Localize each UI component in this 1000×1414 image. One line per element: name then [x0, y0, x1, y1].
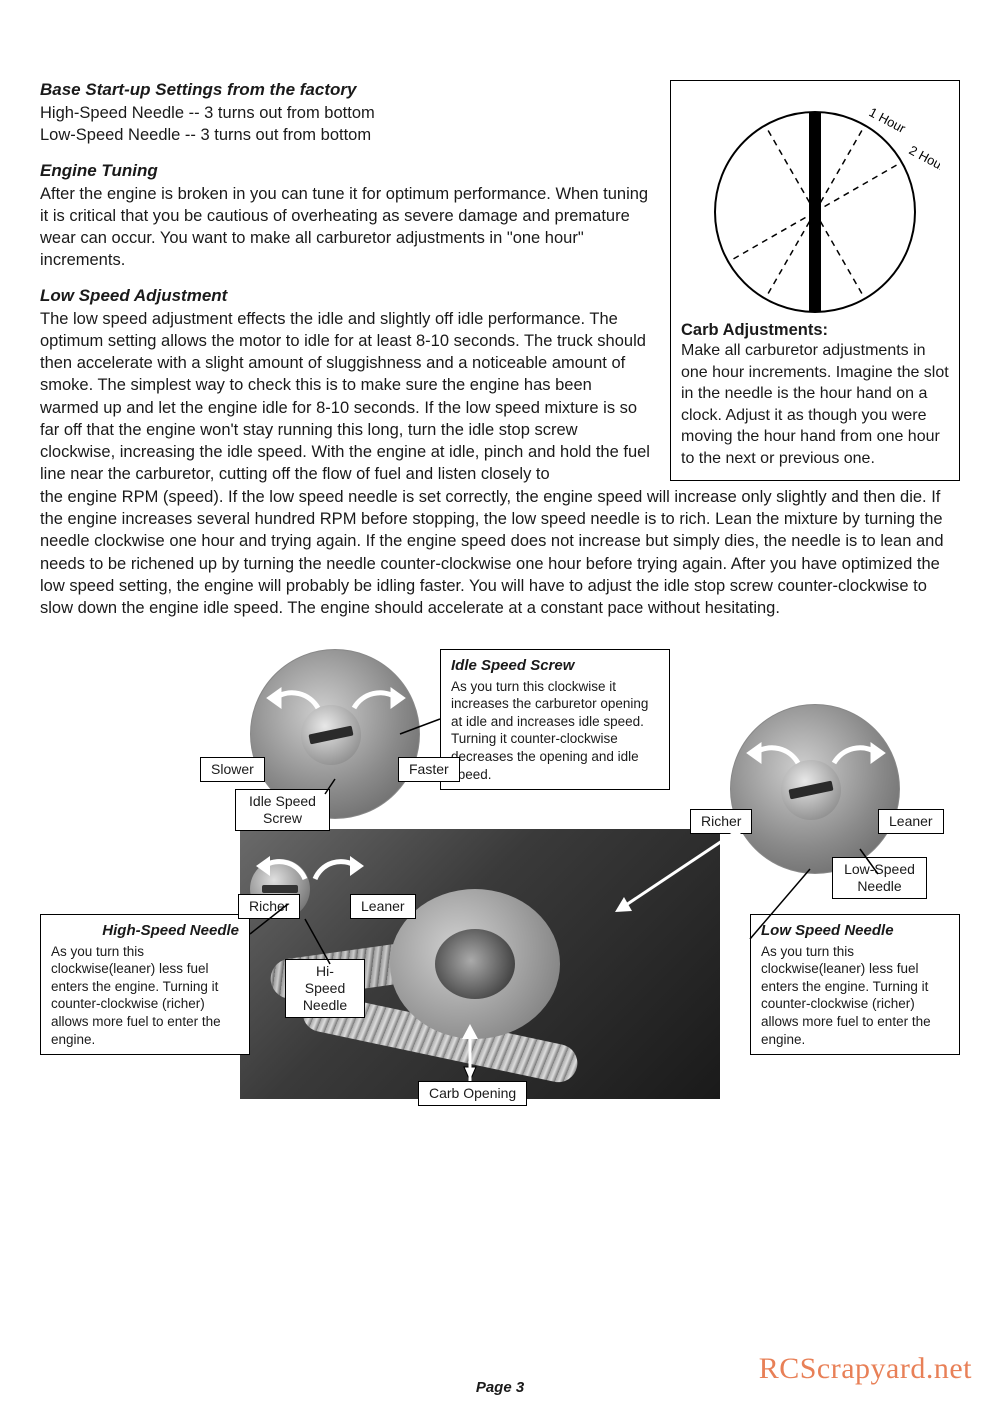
- right-column: 1 Hour 2 Hour Carb Adjustments: Make all…: [670, 80, 960, 500]
- carb-box-title: Carb Adjustments:: [681, 321, 949, 340]
- base-line1: High-Speed Needle -- 3 turns out from bo…: [40, 104, 375, 122]
- engine-diagram: Idle Speed Screw As you turn this clockw…: [40, 649, 960, 1129]
- lowspeed-heading: Low Speed Adjustment: [40, 286, 650, 306]
- base-line2: Low-Speed Needle -- 3 turns out from bot…: [40, 126, 371, 144]
- watermark-text: RCScrapyard.net: [759, 1352, 972, 1386]
- clock-diagram-icon: 1 Hour 2 Hour: [690, 87, 940, 317]
- left-column: Base Start-up Settings from the factory …: [40, 80, 650, 500]
- tuning-text: After the engine is broken in you can tu…: [40, 183, 650, 272]
- pointer-lines-icon: [40, 649, 960, 1129]
- top-row: Base Start-up Settings from the factory …: [40, 80, 960, 500]
- carb-box-text: Make all carburetor adjustments in one h…: [681, 340, 949, 470]
- lowspeed-text-full: the engine RPM (speed). If the low speed…: [40, 486, 960, 620]
- carb-adjustments-box: 1 Hour 2 Hour Carb Adjustments: Make all…: [670, 80, 960, 481]
- base-text: High-Speed Needle -- 3 turns out from bo…: [40, 102, 650, 147]
- tuning-heading: Engine Tuning: [40, 161, 650, 181]
- svg-text:2 Hour: 2 Hour: [907, 142, 940, 174]
- base-heading: Base Start-up Settings from the factory: [40, 80, 650, 100]
- lowspeed-text-left: The low speed adjustment effects the idl…: [40, 308, 650, 486]
